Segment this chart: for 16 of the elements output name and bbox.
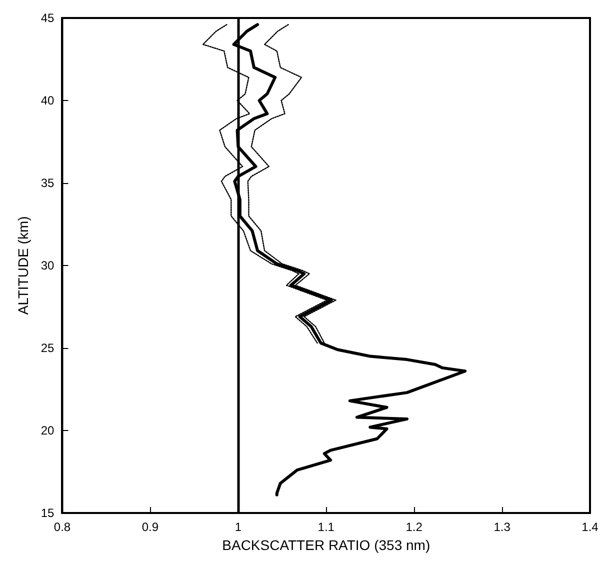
x-tick-label: 1.2 xyxy=(406,520,423,534)
y-tick-label: 35 xyxy=(40,176,55,190)
y-tick-label: 25 xyxy=(40,341,55,355)
x-tick-label: 1.1 xyxy=(318,520,335,534)
y-tick-label: 20 xyxy=(40,424,55,438)
x-axis-title: BACKSCATTER RATIO (353 nm) xyxy=(222,536,430,553)
x-tick-label: 1.3 xyxy=(494,520,511,534)
y-tick-label: 15 xyxy=(40,506,55,520)
x-tick-label: 1 xyxy=(234,520,242,534)
y-axis-title: ALTITUDE (km) xyxy=(15,216,31,315)
x-tick-label: 0.8 xyxy=(54,520,71,534)
x-tick-label: 1.4 xyxy=(582,520,599,534)
y-tick-label: 45 xyxy=(40,11,55,25)
y-tick-label: 30 xyxy=(40,258,55,272)
x-tick-label: 0.9 xyxy=(142,520,159,534)
y-tick-label: 40 xyxy=(40,94,55,108)
